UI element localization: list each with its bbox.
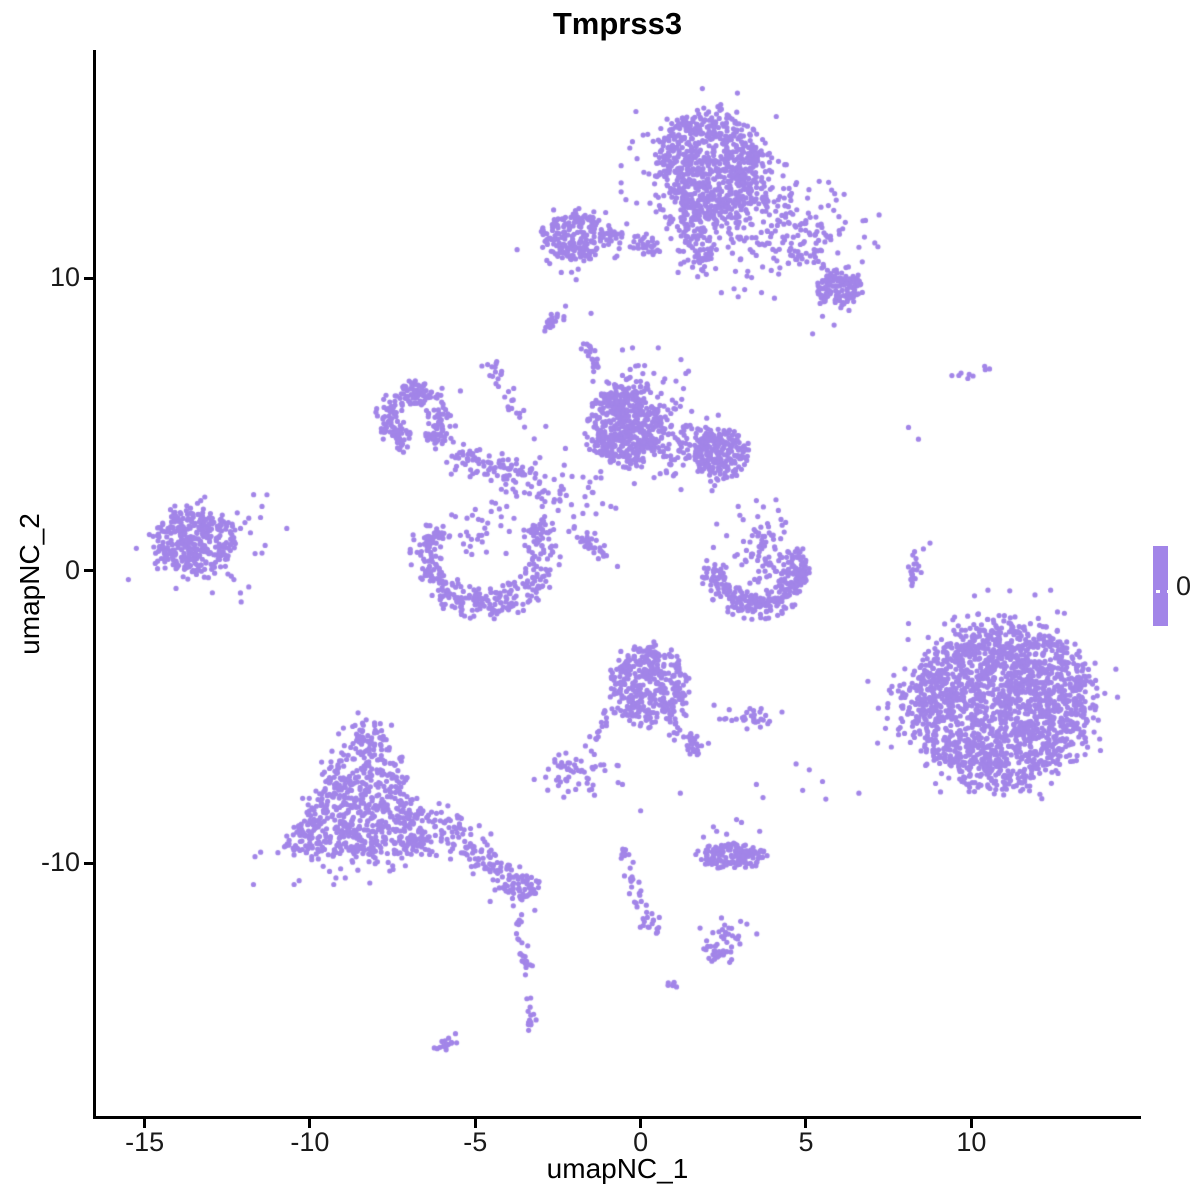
legend-colorbar: [1153, 546, 1171, 626]
x-tick-label: 5: [798, 1127, 814, 1157]
y-axis-title: umapNC_2: [14, 513, 45, 655]
y-tick-label: -10: [40, 847, 80, 878]
x-tick-label: -10: [290, 1127, 330, 1157]
x-tick-label: 0: [633, 1127, 649, 1157]
x-tick-label: -5: [463, 1127, 488, 1157]
x-tick-mark: [969, 1119, 973, 1128]
y-tick-label: 10: [49, 262, 80, 293]
x-tick-mark: [143, 1119, 147, 1128]
y-tick-label: 0: [64, 554, 80, 585]
legend-tick-right: [1167, 590, 1171, 593]
y-tick-mark: [84, 569, 93, 573]
x-tick-mark: [308, 1119, 312, 1128]
x-tick-mark: [473, 1119, 477, 1128]
legend-tick-left: [1156, 590, 1160, 593]
legend: 0: [1150, 540, 1200, 635]
y-axis-line: [93, 50, 96, 1118]
x-tick-label: 10: [956, 1127, 987, 1157]
x-tick-mark: [639, 1119, 643, 1128]
y-tick-mark: [84, 276, 93, 280]
plot-title: Tmprss3: [552, 6, 683, 41]
x-axis-title: umapNC_1: [546, 1153, 689, 1184]
legend-label: 0: [1176, 571, 1192, 601]
y-tick-mark: [84, 861, 93, 865]
x-tick-label: -15: [125, 1127, 165, 1157]
x-axis-line: [93, 1116, 1141, 1119]
x-tick-mark: [804, 1119, 808, 1128]
